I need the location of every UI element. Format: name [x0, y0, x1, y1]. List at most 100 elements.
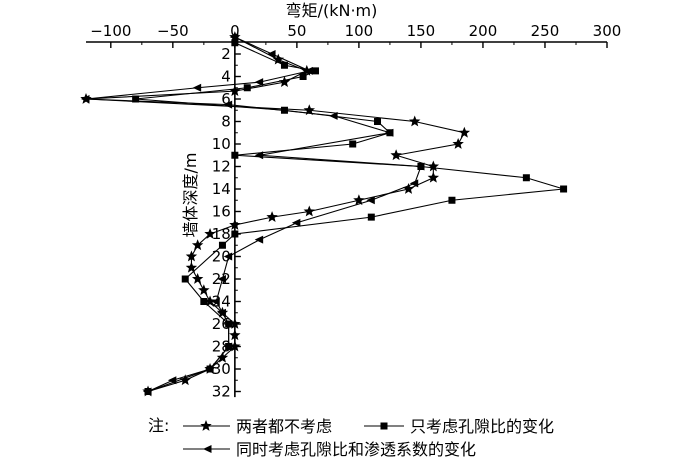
y-tick-label: 14 — [212, 180, 231, 198]
series-line — [135, 42, 564, 393]
legend-entry-square: 只考虑孔隙比的变化 — [364, 417, 554, 436]
data-point — [415, 162, 425, 171]
data-point — [254, 235, 264, 244]
data-point — [229, 318, 241, 329]
data-point — [200, 298, 208, 305]
x-tick-label: 50 — [287, 22, 306, 40]
x-axis-title: 弯矩/(kN·m) — [286, 1, 378, 20]
data-point — [143, 387, 152, 396]
data-point — [272, 53, 284, 65]
data-point — [303, 104, 315, 116]
data-point — [229, 219, 241, 230]
legend-entry-triangle-left: 同时考虑孔隙比和渗透系数的变化 — [183, 440, 476, 458]
data-point — [367, 213, 375, 221]
series-line — [85, 36, 466, 393]
data-point — [211, 297, 220, 306]
data-series — [80, 31, 568, 397]
data-point — [458, 126, 471, 138]
data-point — [191, 273, 204, 284]
x-tick-label: −50 — [157, 22, 189, 40]
data-point — [409, 115, 421, 127]
y-tick-label: 24 — [212, 293, 231, 311]
series-triangle-left — [81, 33, 425, 396]
data-point — [280, 61, 288, 69]
data-point — [304, 66, 313, 75]
data-point — [229, 340, 241, 352]
x-tick-label: 200 — [469, 22, 498, 40]
y-tick-label: 20 — [212, 248, 231, 266]
data-point — [448, 196, 456, 204]
data-point — [229, 329, 241, 341]
legend-label: 两者都不考虑 — [236, 417, 332, 436]
data-point — [217, 308, 226, 317]
data-point — [291, 218, 301, 227]
data-point — [299, 73, 307, 80]
data-point — [254, 151, 264, 160]
legend-entry-star: 两者都不考虑 — [183, 417, 332, 436]
data-point — [229, 85, 241, 96]
data-point — [452, 138, 464, 149]
y-axis-title: 墙体深度/m — [181, 153, 200, 238]
data-point — [192, 83, 202, 92]
legend-label: 同时考虑孔隙比和渗透系数的变化 — [236, 440, 476, 458]
data-point — [223, 320, 233, 328]
data-point — [179, 374, 191, 386]
data-point — [223, 252, 233, 261]
data-point — [522, 174, 530, 182]
data-point — [167, 376, 177, 385]
data-point — [353, 194, 365, 206]
data-point — [185, 261, 198, 273]
data-point — [231, 230, 239, 238]
y-tick-label: 4 — [221, 68, 231, 86]
data-point — [254, 78, 264, 87]
data-point — [560, 185, 568, 193]
data-point — [366, 196, 375, 205]
data-point — [427, 171, 440, 183]
data-point — [329, 111, 338, 120]
y-tick-label: 30 — [212, 360, 231, 378]
data-point — [218, 241, 226, 249]
data-point — [216, 351, 229, 363]
y-tick-label: 2 — [221, 45, 231, 63]
data-point — [402, 183, 415, 194]
legend-marker — [200, 420, 212, 431]
data-point — [427, 160, 440, 172]
data-point — [409, 179, 419, 188]
data-point — [81, 95, 90, 103]
data-point — [311, 67, 319, 75]
legend-marker — [380, 422, 388, 430]
data-point — [191, 239, 204, 251]
x-tick-label: −100 — [90, 22, 131, 40]
data-point — [223, 342, 233, 351]
y-tick-label: 32 — [212, 383, 231, 401]
series-star — [80, 31, 471, 397]
y-tick-label: 6 — [221, 90, 231, 108]
data-point — [223, 100, 233, 109]
x-tick-label: 300 — [593, 22, 622, 40]
y-tick-label: 12 — [212, 158, 231, 176]
data-point — [267, 50, 276, 58]
y-tick-label: 28 — [212, 338, 231, 356]
y-tick-label: 8 — [221, 113, 231, 131]
y-tick-label: 10 — [212, 135, 231, 153]
legend-label: 只考虑孔隙比的变化 — [410, 417, 554, 436]
data-point — [243, 84, 251, 92]
x-tick-label: 250 — [531, 22, 560, 40]
data-point — [266, 211, 278, 222]
data-point — [374, 118, 382, 125]
data-point — [384, 128, 394, 137]
x-tick-label: 150 — [407, 22, 436, 40]
data-point — [185, 250, 198, 262]
data-point — [217, 275, 226, 283]
axes: −100 −50 0 50 100 150 200 250 300弯矩/(kN·m)246810… — [86, 1, 621, 401]
data-point — [205, 365, 214, 373]
x-tick-label: 0 — [230, 22, 240, 40]
data-point — [349, 140, 357, 148]
data-point — [278, 76, 291, 87]
x-tick-label: 100 — [345, 22, 374, 40]
legend-marker — [203, 445, 212, 453]
data-point — [204, 295, 216, 307]
data-point — [204, 228, 216, 239]
data-point — [390, 149, 402, 161]
